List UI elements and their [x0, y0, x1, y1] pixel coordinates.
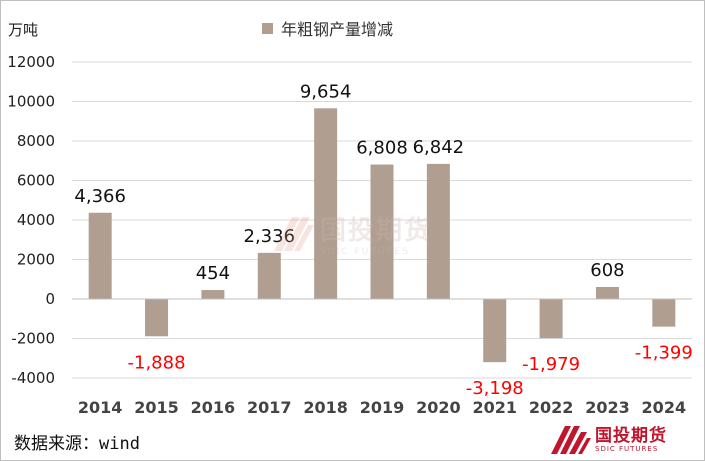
brand-logo: 国投期货 SDIC FUTURES [551, 426, 667, 454]
source-note: 数据来源：wind [14, 434, 140, 454]
data-labels: 4,366 -1,888 454 2,336 9,654 6,808 6,842 -3,198… [74, 81, 692, 399]
y-tick-label: 6000 [17, 172, 55, 190]
watermark-cn: 国投期货 [320, 216, 433, 246]
data-label: -1,888 [128, 352, 186, 373]
legend-label: 年粗钢产量增减 [281, 20, 394, 39]
bar [257, 252, 281, 299]
x-tick-label: 2020 [416, 398, 461, 417]
watermark-logo-icon [274, 216, 314, 251]
brand-logo-icon [551, 426, 591, 454]
grid-lines [72, 61, 692, 379]
y-tick-label: 0 [45, 290, 55, 308]
bar [539, 299, 563, 339]
x-tick-label: 2015 [134, 398, 179, 417]
data-label: 4,366 [74, 186, 126, 207]
bar [426, 163, 450, 299]
bar [314, 108, 338, 300]
data-label: 2,336 [244, 226, 296, 247]
bar [483, 299, 507, 363]
x-axis: 2014 2015 2016 2017 2018 2019 2020 2021 2022 2023… [72, 298, 692, 417]
bars [88, 108, 676, 363]
y-tick-label: -2000 [11, 330, 55, 348]
y-tick-label: 2000 [17, 251, 55, 269]
x-tick-label: 2024 [642, 398, 687, 417]
x-tick-label: 2018 [303, 398, 348, 417]
y-tick-label: -4000 [11, 369, 55, 387]
x-tick-label: 2014 [78, 398, 123, 417]
bar [595, 286, 619, 299]
x-tick-label: 2021 [472, 398, 517, 417]
data-label: 9,654 [300, 81, 352, 102]
data-label: -3,198 [466, 378, 524, 399]
data-label: -1,399 [635, 343, 693, 364]
data-label: 6,842 [413, 137, 465, 158]
brand-logo-cn: 国投期货 [595, 426, 667, 446]
y-unit-label: 万吨 [8, 21, 39, 39]
y-tick-label: 8000 [17, 132, 55, 150]
bar [88, 212, 112, 299]
bar [201, 290, 225, 299]
data-label: -1,979 [522, 354, 580, 375]
bar [370, 164, 394, 299]
watermark-en: SDIC FUTURES [320, 247, 410, 257]
data-label: 454 [196, 263, 230, 284]
x-tick-label: 2019 [360, 398, 405, 417]
x-tick-label: 2017 [247, 398, 292, 417]
data-label: 6,808 [356, 138, 408, 159]
x-tick-label: 2016 [191, 398, 236, 417]
watermark: 国投期货 SDIC FUTURES [274, 210, 432, 257]
brand-logo-en: SDIC FUTURES [595, 445, 659, 453]
x-tick-label: 2022 [529, 398, 574, 417]
bar [145, 299, 169, 337]
y-tick-label: 4000 [17, 211, 55, 229]
data-label: 608 [590, 260, 624, 281]
y-tick-label: 10000 [7, 93, 55, 111]
y-tick-label: 12000 [7, 53, 55, 71]
legend-swatch [262, 22, 273, 34]
x-tick-label: 2023 [585, 398, 630, 417]
legend: 年粗钢产量增减 [262, 16, 393, 40]
bar [652, 299, 676, 327]
y-axis: -4000 -2000 0 2000 4000 6000 8000 10000 12000 [7, 53, 55, 387]
